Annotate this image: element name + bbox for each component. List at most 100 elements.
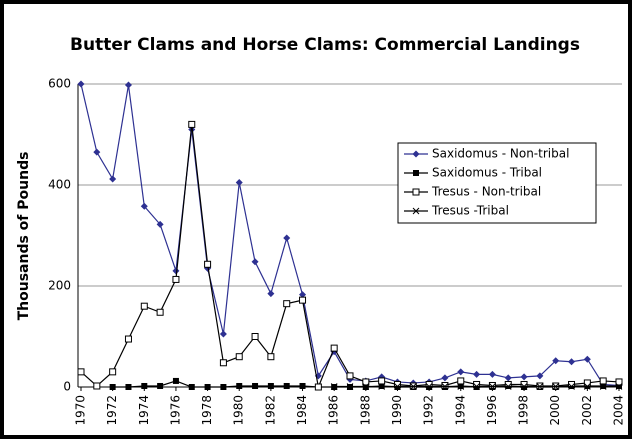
x-tick-label: 1974: [137, 395, 151, 426]
marker: [412, 188, 420, 196]
x-tick-label: 1984: [295, 395, 309, 426]
marker: [156, 308, 164, 316]
marker: [615, 378, 623, 386]
marker: [109, 175, 117, 183]
marker: [552, 357, 560, 365]
x-tick-label: 2000: [548, 395, 562, 426]
x-tick-label: 1986: [327, 395, 341, 426]
marker: [583, 383, 591, 390]
marker: [346, 383, 354, 390]
marker: [283, 234, 291, 242]
marker: [520, 380, 528, 388]
marker: [441, 374, 449, 382]
marker: [362, 378, 370, 386]
marker: [141, 382, 148, 389]
marker: [488, 370, 496, 378]
marker: [283, 382, 290, 389]
marker: [124, 81, 132, 89]
x-tick-label: 1992: [422, 395, 436, 426]
marker: [267, 290, 275, 298]
marker: [520, 373, 528, 381]
marker: [251, 333, 259, 340]
y-tick-label: 600: [48, 77, 71, 91]
marker: [314, 383, 322, 391]
marker: [267, 353, 275, 361]
legend-label: Saxidomus - Non-tribal: [432, 147, 569, 161]
marker: [457, 377, 465, 385]
marker: [441, 381, 449, 389]
marker: [457, 383, 465, 390]
marker: [520, 383, 528, 390]
marker: [109, 384, 116, 390]
marker: [299, 291, 307, 299]
marker: [425, 380, 433, 388]
marker: [409, 383, 417, 390]
marker: [536, 383, 544, 390]
marker: [204, 260, 212, 268]
marker: [362, 383, 370, 390]
marker: [156, 220, 164, 228]
x-tick-label: 1970: [74, 395, 88, 426]
x-tick-label: 1976: [168, 395, 182, 426]
x-tick-label: 1998: [517, 395, 531, 426]
marker: [568, 383, 575, 390]
marker: [251, 258, 259, 266]
legend-box: [397, 142, 597, 224]
chart-title: Butter Clams and Horse Clams: Commercial…: [70, 35, 580, 55]
legend: Saxidomus - Non-tribal Saxidomus - Tribal…: [397, 142, 597, 224]
marker: [504, 383, 512, 390]
marker: [283, 300, 291, 308]
marker: [93, 148, 101, 156]
marker: [219, 330, 227, 338]
y-axis-label: Thousands of Pounds: [16, 152, 32, 321]
marker: [552, 383, 560, 390]
marker: [299, 382, 306, 389]
marker: [615, 383, 623, 390]
marker: [93, 382, 101, 390]
marker: [504, 374, 512, 382]
marker: [109, 368, 117, 376]
x-tick-label: 1980: [232, 395, 246, 426]
marker: [394, 383, 401, 390]
marker: [599, 383, 607, 390]
marker: [330, 344, 338, 352]
x-tick-label: 1994: [453, 395, 467, 426]
marker: [252, 382, 259, 389]
marker: [330, 383, 338, 390]
marker: [568, 358, 576, 366]
y-tick-label: 0: [63, 380, 71, 394]
marker: [188, 120, 196, 128]
legend-label: Tresus - Non-tribal: [431, 185, 541, 199]
marker: [235, 353, 243, 361]
x-tick-label: 1990: [390, 395, 404, 426]
marker: [236, 382, 243, 389]
marker: [220, 384, 227, 390]
marker: [583, 355, 591, 363]
marker: [413, 170, 419, 176]
marker: [140, 302, 148, 310]
marker: [457, 368, 465, 376]
marker: [172, 267, 180, 275]
marker: [157, 382, 164, 389]
marker: [172, 377, 179, 384]
marker: [77, 80, 85, 88]
marker: [568, 380, 576, 388]
marker: [235, 178, 243, 186]
x-tick-label: 2004: [612, 395, 626, 426]
y-tick-label: 200: [48, 279, 71, 293]
marker: [473, 380, 481, 388]
marker: [378, 383, 386, 390]
marker: [172, 275, 180, 283]
marker: [536, 372, 544, 380]
legend-label: Saxidomus - Tribal: [432, 166, 542, 180]
marker: [599, 377, 607, 385]
marker: [124, 335, 132, 343]
marker: [299, 296, 307, 304]
marker: [188, 384, 195, 390]
marker: [125, 384, 132, 390]
x-tick-label: 1996: [485, 395, 499, 426]
x-tick-label: 1972: [105, 395, 119, 426]
marker: [346, 372, 354, 380]
marker: [473, 383, 480, 390]
